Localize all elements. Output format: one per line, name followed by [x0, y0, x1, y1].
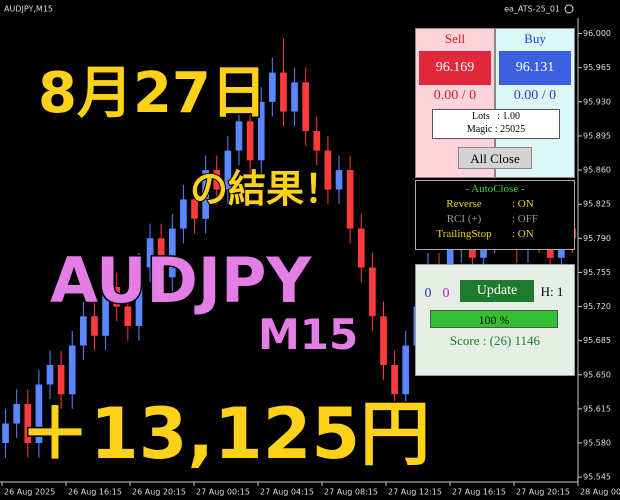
x-tick-label: 27 Aug 00:15 [196, 488, 250, 497]
candle-body [191, 199, 198, 219]
candle-body [357, 228, 365, 268]
y-tick-label: 95.580 [583, 439, 611, 448]
candle-body [2, 423, 9, 444]
y-tick-label: 95.650 [583, 370, 611, 379]
candle-body [180, 199, 187, 229]
profit-caption: ＋13,125円 [18, 392, 431, 477]
y-tick-label: 95.930 [583, 97, 611, 106]
candle-body [213, 170, 221, 190]
y-tick-label: 95.615 [583, 404, 611, 413]
candle-body [13, 404, 21, 424]
candle-body [102, 287, 109, 336]
lots-text: Lots : 1.00 [471, 111, 521, 122]
smiley-icon [564, 4, 574, 14]
y-tick-label: 96.000 [583, 29, 611, 38]
x-tick-label: 26 Aug 2025 [4, 488, 55, 497]
candle-body [224, 150, 232, 190]
candle-body [68, 345, 76, 395]
candle-body [391, 365, 398, 395]
chart-title: AUDJPY,M15 [4, 5, 53, 14]
x-tick-label: 26 Aug 20:15 [132, 488, 186, 497]
candle-body [91, 316, 98, 336]
buy-label: Buy [524, 31, 546, 46]
candle-body [380, 316, 387, 366]
y-tick-label: 95.825 [583, 200, 611, 209]
candle-body [257, 101, 265, 161]
x-tick-label: 28 Aug 00 [580, 488, 620, 497]
score-text: Score : (26) 1146 [449, 333, 541, 348]
y-tick-label: 95.790 [583, 234, 611, 243]
candle-body [168, 228, 176, 278]
x-tick-label: 27 Aug 04:15 [260, 488, 314, 497]
candle-body [235, 121, 243, 151]
sell-position: 0.00 / 0 [433, 88, 477, 103]
autoclose-panel [415, 180, 575, 250]
y-tick-label: 95.895 [583, 131, 611, 140]
candle-body [369, 267, 376, 317]
update-button[interactable]: Update [460, 280, 534, 302]
x-tick-label: 27 Aug 20:15 [516, 488, 570, 497]
candle-body [268, 72, 276, 102]
y-tick-label: 95.720 [583, 302, 611, 311]
candle-body [402, 345, 410, 395]
progress-bar: 100 % [430, 310, 558, 328]
result-caption: の結果！ [189, 166, 343, 212]
autoclose-key: TrailingStop [436, 228, 492, 240]
candle-body [324, 150, 332, 190]
candle-body [80, 316, 87, 346]
indicator-name: ea_ATS-25_01 [504, 5, 560, 14]
buy-position: 0.00 / 0 [513, 88, 557, 103]
lot-box[interactable] [432, 109, 560, 139]
autoclose-value: : ON [512, 198, 534, 210]
sell-label: Sell [444, 31, 466, 46]
candle-body [46, 365, 54, 385]
x-tick-label: 27 Aug 16:15 [452, 488, 506, 497]
autoclose-title: - AutoClose - [465, 183, 525, 195]
date-caption: 8月27日 [37, 60, 269, 128]
sell-button[interactable]: 96.169 [419, 51, 491, 85]
y-tick-label: 95.755 [583, 268, 611, 277]
candle-body [124, 306, 132, 327]
candle-body [302, 82, 310, 132]
all-close-button[interactable]: All Close [458, 147, 532, 169]
autoclose-value: : ON [512, 228, 534, 240]
magic-text: Magic : 25025 [466, 124, 526, 135]
candle-body [157, 238, 165, 278]
candle-body [313, 131, 321, 151]
y-tick-label: 95.860 [583, 166, 611, 175]
candle-body [202, 170, 209, 219]
candle-body [291, 82, 298, 112]
candle-body [35, 384, 43, 444]
autoclose-value: : OFF [512, 213, 538, 225]
y-tick-label: 95.965 [583, 63, 611, 72]
candle-body [280, 72, 287, 112]
candle-body [246, 121, 254, 161]
autoclose-key: RCI (+) [446, 213, 482, 225]
y-tick-label: 95.545 [583, 473, 611, 482]
timeframe-caption: M15 [257, 309, 359, 360]
y-tick-label: 95.685 [583, 336, 611, 345]
buy-button[interactable]: 96.131 [499, 51, 571, 85]
candle-body [113, 287, 121, 307]
x-tick-label: 27 Aug 12:15 [388, 488, 442, 497]
candle-body [135, 267, 143, 327]
h-value: H: 1 [540, 284, 564, 299]
candle-body [146, 238, 154, 268]
candle-body [24, 404, 32, 444]
count-a: 0 [424, 286, 432, 301]
x-tick-label: 27 Aug 08:15 [324, 488, 378, 497]
candle-body [57, 365, 65, 395]
autoclose-key: Reverse [446, 198, 482, 210]
candle-body [346, 170, 354, 229]
candle-body [335, 170, 343, 190]
count-b: 0 [442, 286, 450, 301]
symbol-caption: AUDJPY [48, 243, 312, 319]
x-tick-label: 26 Aug 16:15 [68, 488, 122, 497]
